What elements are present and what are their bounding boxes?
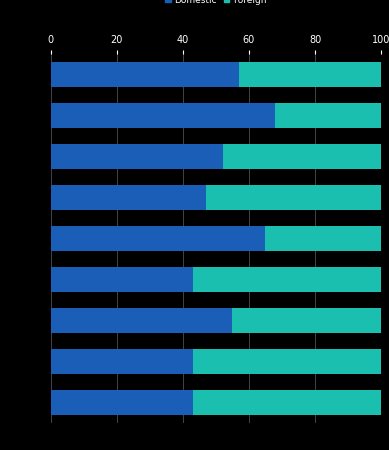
Bar (193, 390, 381, 415)
Bar (193, 349, 381, 374)
Bar (51, 267, 193, 292)
Bar (51, 144, 223, 169)
Bar (223, 144, 381, 169)
Bar (51, 349, 193, 374)
Bar (193, 267, 381, 292)
Bar (275, 103, 381, 128)
Bar (239, 62, 381, 87)
Bar (51, 185, 206, 210)
Bar (232, 308, 381, 333)
Bar (51, 62, 239, 87)
Bar (51, 103, 275, 128)
Bar (206, 185, 381, 210)
Bar (51, 390, 193, 415)
Legend: Domestic, Foreign: Domestic, Foreign (161, 0, 270, 8)
Bar (265, 226, 381, 251)
Bar (51, 308, 232, 333)
Bar (51, 226, 265, 251)
